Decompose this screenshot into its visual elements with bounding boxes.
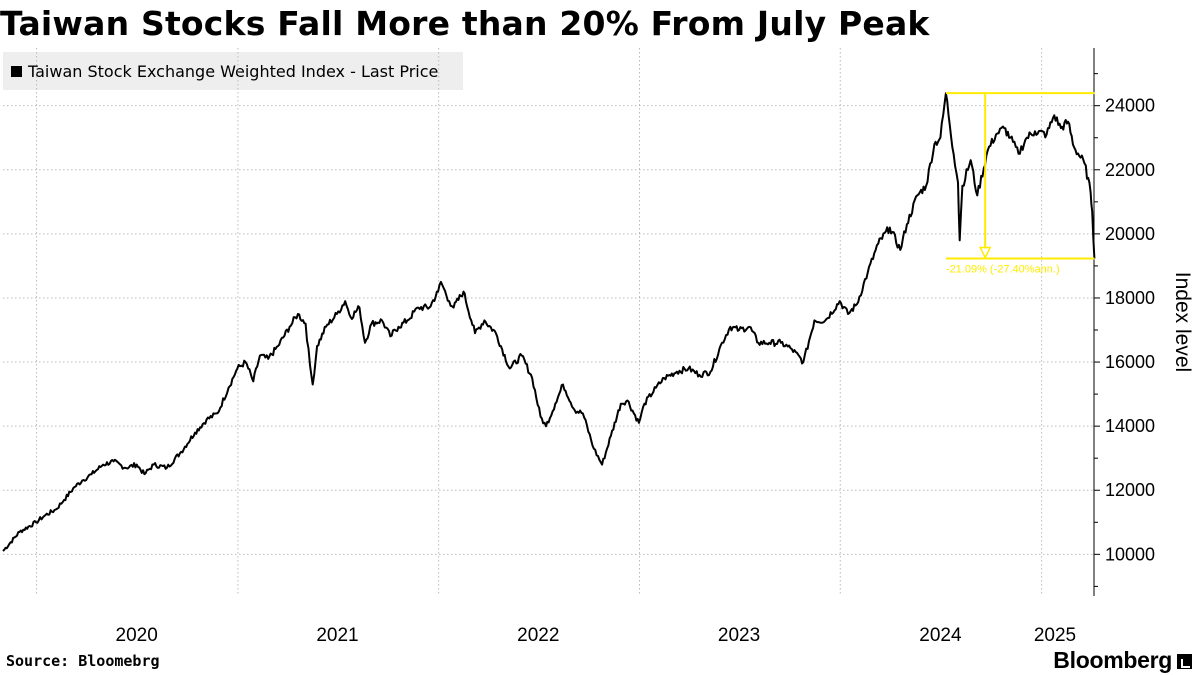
y-tick-label: 12000 [1105,480,1155,500]
y-tick-label: 22000 [1105,160,1155,180]
y-tick-label: 16000 [1105,352,1155,372]
x-tick-label: 2021 [316,625,358,646]
legend-swatch [11,66,22,77]
y-tick-label: 20000 [1105,224,1155,244]
brand-text: Bloomberg [1053,647,1172,673]
grid-lines [3,48,1095,596]
y-axis-label: Index level [1171,272,1194,372]
series-layer [2,92,1096,552]
y-tick-label: 14000 [1105,416,1155,436]
bloomberg-logo: Bloomberg [1053,647,1192,674]
brand-mark-icon [1177,654,1192,669]
x-tick-label: 2024 [919,625,962,646]
y-tick-label: 24000 [1105,96,1155,116]
source-note: Source: Bloomebrg [6,652,160,670]
x-axis: 2020 2021 2022 2023 2024 2025 [116,625,1077,646]
series-line [2,92,1096,552]
legend-label: Taiwan Stock Exchange Weighted Index - L… [28,62,439,81]
y-axis: 10000 12000 14000 16000 18000 20000 22000 24000… [1093,48,1194,596]
chart-title: Taiwan Stocks Fall More than 20% From Ju… [0,4,930,43]
legend: Taiwan Stock Exchange Weighted Index - L… [3,52,463,90]
y-tick-label: 10000 [1105,544,1155,564]
y-tick-label: 18000 [1105,288,1155,308]
x-tick-label: 2020 [116,625,158,646]
x-tick-label: 2023 [718,625,760,646]
drawdown-annotation: -21.09% (-27.40%ann.) [945,92,1095,276]
annotation-arrow-head [978,246,992,260]
x-tick-label: 2022 [517,625,559,646]
x-tick-label: 2025 [1034,625,1076,646]
annotation-label: -21.09% (-27.40%ann.) [946,264,1060,276]
